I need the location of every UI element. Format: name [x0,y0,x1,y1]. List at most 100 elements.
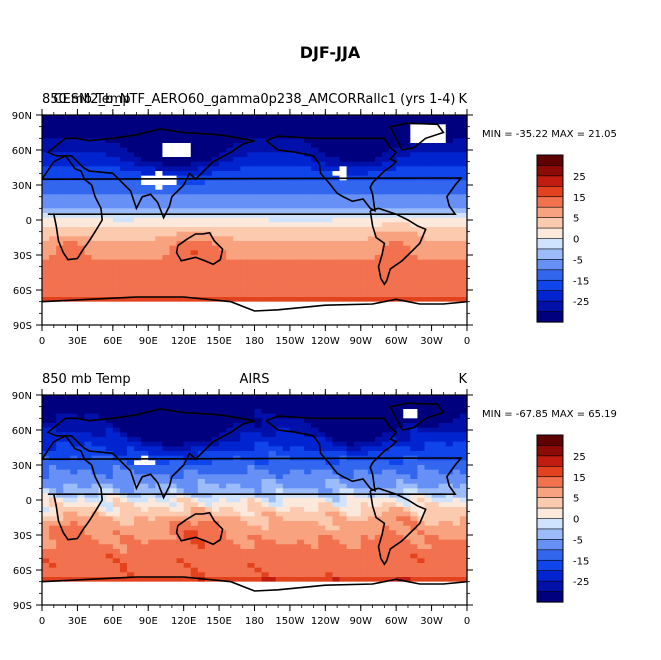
field-cell [297,166,305,172]
field-cell [445,255,454,261]
field-cell [212,516,220,522]
field-cell [70,306,79,312]
field-cell [183,423,192,429]
field-cell [396,166,404,172]
field-cell [49,553,57,559]
field-cell [396,250,404,256]
field-cell [169,549,178,555]
field-cell [70,166,79,172]
field-cell [275,283,284,289]
field-cell [318,147,326,153]
field-cell [396,465,404,471]
field-cell [162,539,171,545]
field-cell [77,287,86,293]
field-cell [268,530,277,536]
field-cell [247,213,256,219]
field-cell [162,119,171,125]
field-cell [382,301,390,307]
field-cell [282,497,291,503]
field-cell [282,161,291,167]
field-cell [318,544,326,550]
field-cell [190,497,199,503]
field-cell [346,525,355,531]
field-cell [282,488,291,494]
field-cell [226,138,234,144]
field-cell [332,199,341,205]
field-cell [346,292,355,298]
field-cell [226,432,234,438]
field-cell [459,166,468,172]
field-cell [459,493,468,499]
field-cell [431,432,440,438]
field-cell [240,460,249,466]
field-cell [382,539,390,545]
field-cell [77,283,86,289]
field-cell [141,427,149,433]
field-cell [42,255,50,261]
field-cell [282,549,291,555]
field-cell [261,502,270,508]
field-cell [112,465,121,471]
field-cell [438,278,447,284]
field-cell [332,147,341,153]
field-cell [112,269,121,275]
field-cell [360,217,369,223]
field-cell [417,227,426,233]
field-cell [169,133,178,139]
field-cell [240,213,249,219]
field-cell [155,129,164,135]
field-cell [261,530,270,536]
field-cell [353,255,362,261]
field-cell [176,283,185,289]
field-cell [318,129,326,135]
field-cell [247,427,256,433]
field-cell [197,269,206,275]
field-cell [374,306,383,312]
field-cell [452,511,461,517]
field-cell [360,511,369,517]
field-cell [452,521,461,527]
field-cell [105,488,114,494]
field-cell [56,199,64,205]
field-cell [162,213,171,219]
field-cell [417,152,426,158]
field-cell [332,306,341,312]
field-cell [70,180,79,186]
field-cell [389,245,397,251]
field-cell [346,273,355,279]
field-cell [169,199,178,205]
field-cell [105,516,114,522]
field-cell [403,315,411,321]
field-cell [275,157,284,163]
field-cell [134,147,142,153]
field-cell [289,525,298,531]
field-cell [49,287,57,293]
field-cell [289,236,298,242]
field-cell [63,278,71,284]
field-cell [105,432,114,438]
field-cell [63,171,71,177]
field-cell [127,138,135,144]
field-cell [148,297,156,303]
field-cell [318,488,326,494]
field-cell [417,460,426,466]
field-cell [233,269,241,275]
field-cell [424,208,433,214]
field-cell [127,465,135,471]
field-cell [339,479,348,485]
field-cell [339,544,348,550]
field-cell [42,497,50,503]
field-cell [70,194,79,200]
field-cell [119,297,128,303]
field-cell [268,399,277,405]
field-cell [49,399,57,405]
field-cell [389,185,397,191]
field-cell [254,129,263,135]
field-cell [431,115,440,121]
field-cell [459,399,468,405]
field-cell [49,465,57,471]
field-cell [183,413,192,419]
field-cell [332,460,341,466]
field-cell [389,278,397,284]
field-cell [339,147,348,153]
